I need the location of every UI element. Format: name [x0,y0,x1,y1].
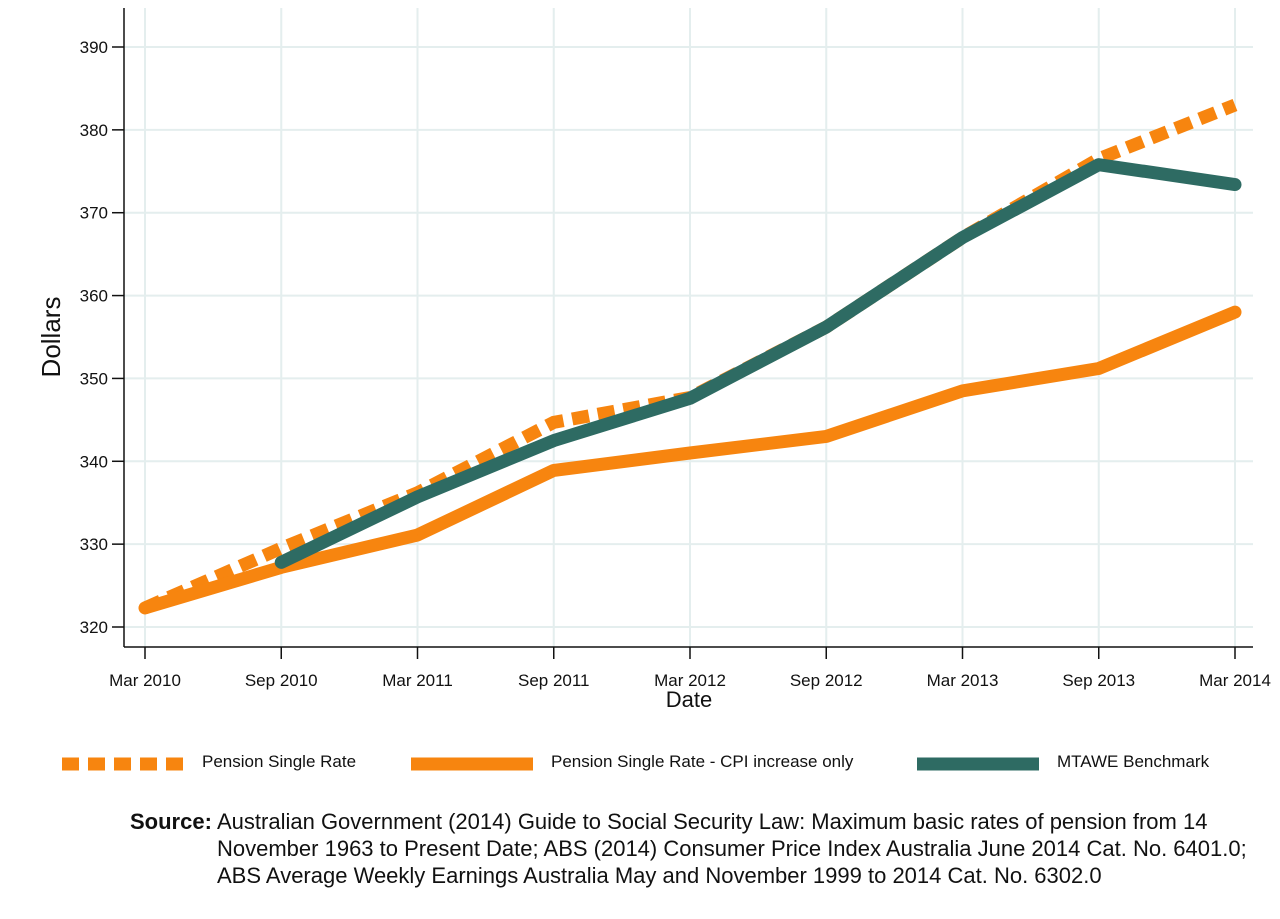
x-tick-label: Sep 2011 [518,671,590,690]
legend-orange-swatch [411,757,533,771]
y-tick-label: 370 [80,204,108,223]
y-tick-label: 380 [80,121,108,140]
line-chart: 320 330 340 350 360 370 380 390 Mar 2010 Sep 2010… [36,8,1271,712]
y-tick-label: 340 [80,452,108,471]
y-tick-label: 320 [80,618,108,637]
x-axis-title: Date [666,687,712,712]
legend-label: Pension Single Rate - CPI increase only [551,752,854,771]
y-tick-label: 360 [80,287,108,306]
y-tick-label: 330 [80,535,108,554]
series-line-mtawe-benchmark [274,158,1242,569]
x-tick-label: Sep 2012 [790,671,863,690]
y-tick-label: 390 [80,38,108,57]
legend-label: MTAWE Benchmark [1057,752,1210,771]
series-lines [138,98,1242,615]
x-tick-label: Mar 2011 [382,671,453,690]
y-axis-title: Dollars [36,297,66,378]
legend-label: Pension Single Rate [202,752,357,771]
x-tick-label: Mar 2014 [1199,671,1271,690]
legend-green-swatch [917,757,1039,771]
source-label: Source: [130,809,212,834]
source-text: Australian Government (2014) Guide to So… [217,809,1247,888]
x-tick-label: Mar 2010 [109,671,181,690]
x-tick-label: Mar 2013 [927,671,999,690]
x-tick-label: Mar 2012 [654,671,726,690]
x-tick-label: Sep 2013 [1062,671,1135,690]
y-tick-label: 350 [80,369,108,388]
axes: 320 330 340 350 360 370 380 390 Mar 2010 Sep 2010… [80,8,1271,690]
legend-dashed-swatch [62,757,184,771]
x-tick-label: Sep 2010 [245,671,318,690]
